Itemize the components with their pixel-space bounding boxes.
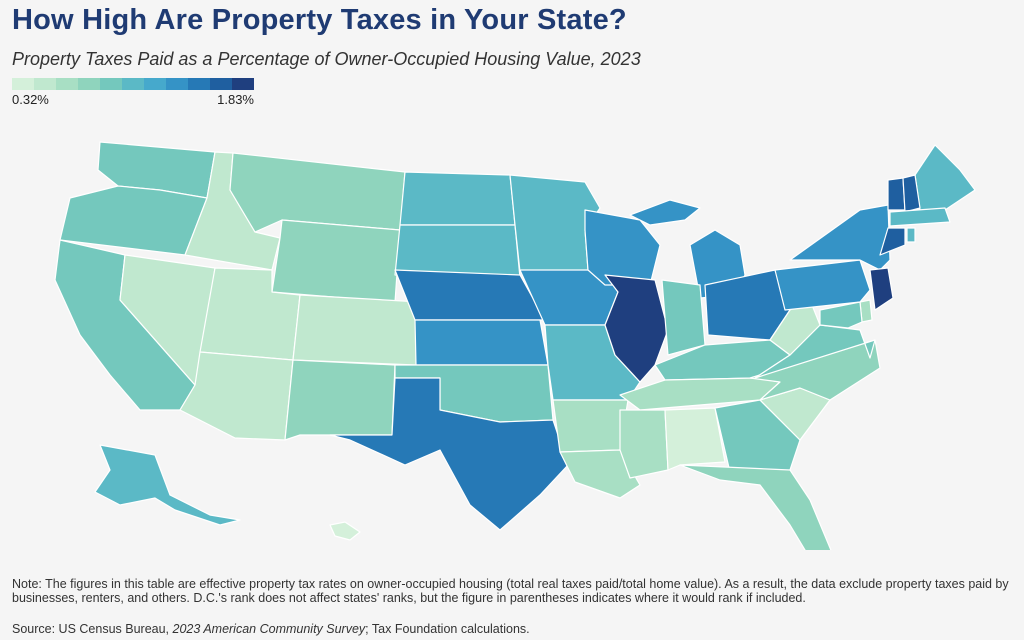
state-al [664,407,726,471]
legend-min-label: 0.32% [12,92,49,107]
state-nj [869,267,894,311]
state-in [661,279,706,356]
state-ct [879,227,906,256]
legend-swatch-7 [166,78,188,90]
legend-swatch-1 [34,78,56,90]
state-nh [902,174,921,213]
legend-swatch-3 [78,78,100,90]
legend-max-label: 1.83% [217,92,254,107]
legend-swatch-4 [100,78,122,90]
state-ne [394,269,546,321]
legend-swatch-9 [210,78,232,90]
state-ga [714,399,801,473]
state-hi [329,521,361,541]
state-ma [889,207,951,227]
state-pa [774,259,871,311]
state-nc [749,339,881,401]
state-mt [229,152,406,233]
legend-swatch-6 [144,78,166,90]
legend-swatch-10 [232,78,254,90]
state-ks [414,319,549,366]
us-choropleth-map [54,141,976,550]
state-fl [679,464,832,550]
legend-gradient-bar [12,78,254,90]
footnote: Note: The figures in this table are effe… [12,577,1009,605]
legend-swatch-8 [188,78,210,90]
page-title: How High Are Property Taxes in Your Stat… [12,4,627,36]
legend-swatch-5 [122,78,144,90]
state-il [604,274,669,383]
state-wy [271,219,401,303]
state-wv [769,299,821,356]
state-md [819,301,863,329]
state-ak [94,444,241,526]
state-ar [552,399,629,453]
state-la [559,449,641,499]
legend-swatch-0 [12,78,34,90]
state-ny [789,204,891,271]
state-co [292,294,421,366]
legend-swatch-2 [56,78,78,90]
color-legend: 0.32% 1.83% [12,78,254,108]
state-vt [887,177,906,211]
page-subtitle: Property Taxes Paid as a Percentage of O… [12,49,641,69]
state-mi [629,199,701,226]
state-ms [619,409,669,479]
state-sd [394,224,521,279]
source-line: Source: US Census Bureau, 2023 American … [12,622,530,636]
state-ri [906,227,916,243]
state-nd [399,171,516,226]
state-tx [329,377,569,531]
state-nm [284,359,396,441]
